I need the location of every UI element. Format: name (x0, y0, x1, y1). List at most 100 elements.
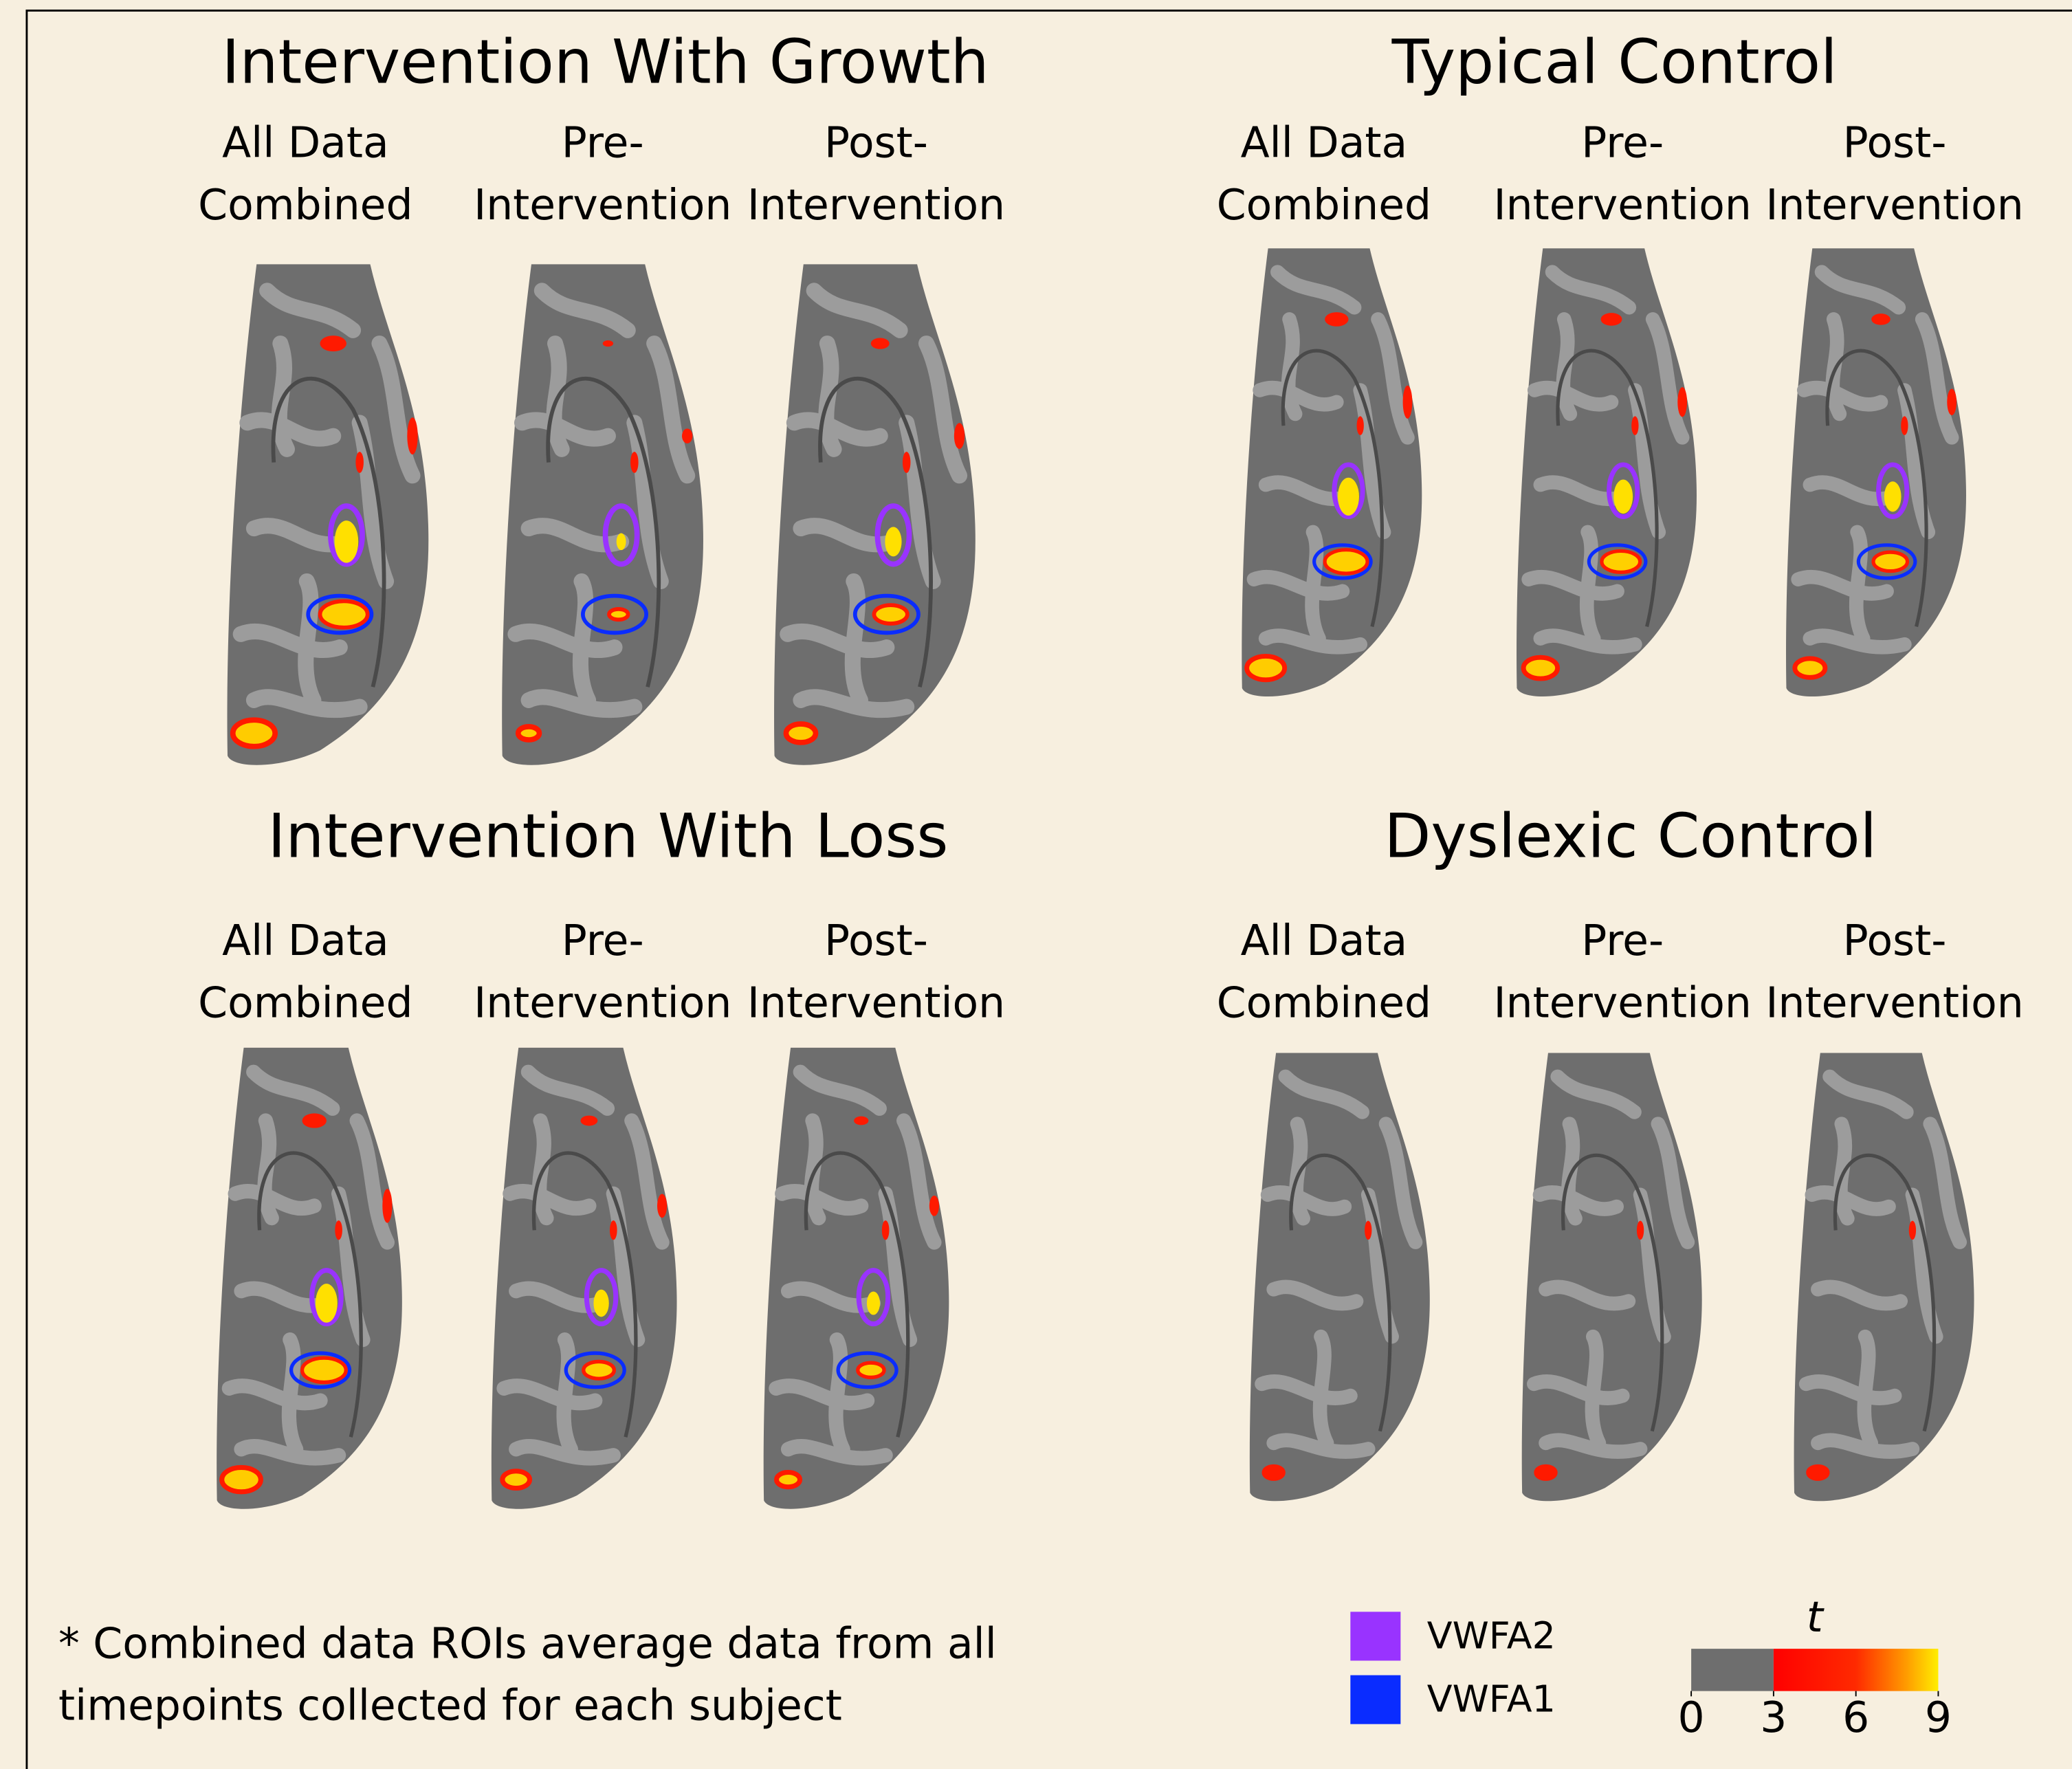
activation (954, 423, 965, 449)
activation (222, 1467, 261, 1491)
activation (1795, 659, 1825, 678)
activation (609, 609, 628, 619)
panel: Intervention With GrowthAll DataCombined… (198, 26, 1005, 765)
legend-swatch (1350, 1612, 1400, 1660)
column-label: Intervention (747, 978, 1005, 1027)
activation (1873, 552, 1908, 571)
activation (610, 1220, 617, 1240)
activation (1325, 312, 1348, 327)
activation (584, 1361, 615, 1378)
activation (1357, 416, 1364, 435)
activation (1601, 313, 1622, 326)
activation (503, 1471, 530, 1488)
column-label: All Data (222, 118, 389, 167)
legend-swatch (1350, 1675, 1400, 1724)
gyrus (1856, 532, 1863, 639)
activation (657, 1194, 667, 1218)
column-label: Combined (1217, 180, 1431, 230)
column-label: Intervention (747, 180, 1005, 230)
column-label: Pre- (562, 916, 644, 965)
activation (1947, 389, 1957, 416)
gyrus (1320, 1337, 1327, 1443)
gyrus (852, 581, 860, 700)
activation (871, 338, 890, 349)
figure: Intervention With GrowthAll DataCombined… (0, 0, 2072, 1769)
column-label: Combined (198, 978, 412, 1027)
panel-title: Intervention With Loss (267, 801, 948, 872)
panel-title: Dyslexic Control (1384, 801, 1877, 872)
activation (1403, 386, 1413, 419)
activation (407, 417, 417, 454)
activation (1264, 1466, 1283, 1478)
activation (320, 601, 368, 627)
colorbar-label: t (1807, 1592, 1825, 1642)
activation (867, 1291, 880, 1315)
gyrus (564, 1340, 571, 1449)
activation (1338, 478, 1359, 516)
activation (335, 520, 359, 562)
gyrus (1587, 532, 1594, 639)
legend-label: VWFA1 (1427, 1678, 1556, 1721)
activation (1871, 314, 1891, 325)
colorbar-subthreshold (1691, 1649, 1774, 1691)
colorbar-tick-label: 3 (1760, 1693, 1787, 1742)
activation (1631, 416, 1638, 435)
activation (1809, 1466, 1828, 1478)
footnote: * Combined data ROIs average data from a… (58, 1618, 997, 1668)
column-label: Intervention (474, 180, 731, 230)
activation (518, 727, 540, 740)
gyrus (836, 1340, 843, 1449)
activation (382, 1189, 392, 1223)
activation (882, 1220, 890, 1240)
colorbar-tick-label: 9 (1925, 1693, 1952, 1742)
gyrus (1592, 1337, 1599, 1443)
activation (320, 336, 346, 351)
activation (1247, 656, 1285, 679)
activation (316, 1284, 338, 1323)
activation (903, 452, 911, 473)
column-label: All Data (1241, 916, 1408, 965)
activation (630, 452, 639, 473)
activation (335, 1220, 342, 1240)
activation (682, 428, 692, 443)
activation (1365, 1221, 1371, 1240)
activation (786, 724, 815, 743)
column-label: Intervention (1494, 180, 1752, 230)
column-label: Post- (824, 916, 928, 965)
panel: Typical Control All Data Combined Pre- Inter… (1217, 26, 2024, 696)
column-label: All Data (1241, 118, 1408, 167)
column-label: Post- (1843, 916, 1947, 965)
activation (1901, 416, 1908, 435)
gyrus (580, 581, 588, 700)
colorbar-tick-label: 6 (1842, 1693, 1869, 1742)
column-label: Pre- (562, 118, 644, 167)
activation (617, 534, 626, 551)
activation (1884, 481, 1902, 512)
activation (1602, 551, 1640, 572)
activation (929, 1196, 939, 1216)
column-label: Intervention (1765, 978, 2023, 1027)
activation (1523, 657, 1558, 679)
activation (581, 1116, 598, 1126)
activation (355, 452, 364, 473)
activation (874, 605, 907, 624)
activation (302, 1113, 327, 1128)
legend-label: VWFA2 (1427, 1614, 1556, 1657)
activation (858, 1363, 884, 1377)
activation (1637, 1221, 1644, 1240)
panel-title: Typical Control (1391, 26, 1838, 97)
gyrus (1864, 1337, 1871, 1443)
colorbar-heat (1774, 1649, 1939, 1691)
column-label: Intervention (1765, 180, 2023, 230)
activation (777, 1473, 800, 1487)
colorbar-tick-label: 0 (1678, 1693, 1705, 1742)
activation (854, 1117, 868, 1125)
activation (885, 527, 901, 556)
column-label: Post- (1843, 118, 1947, 167)
activation (1613, 480, 1633, 514)
column-label: Intervention (1494, 978, 1752, 1027)
activation (1677, 387, 1687, 417)
activation (603, 340, 613, 347)
column-label: Pre- (1581, 118, 1664, 167)
footnote: timepoints collected for each subject (58, 1681, 842, 1730)
